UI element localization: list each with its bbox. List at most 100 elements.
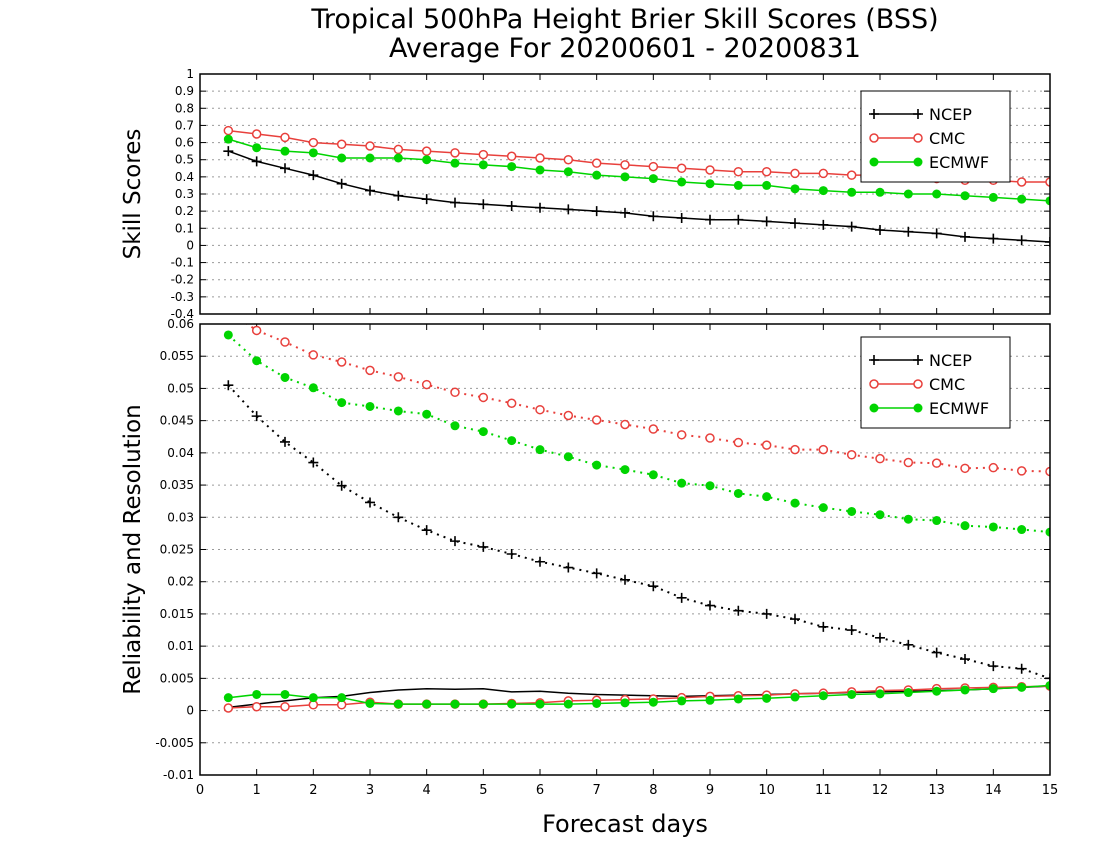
ncep-resolution-point	[223, 380, 234, 391]
y-tick-label: 0.8	[175, 101, 194, 115]
ecmwf-reliability-point	[535, 699, 545, 709]
ecmwf-resolution-point	[280, 372, 290, 382]
ecmwf-resolution-point	[365, 401, 375, 411]
ecmwf-reliability-point	[790, 692, 800, 702]
cmc-point	[535, 153, 545, 163]
cmc-resolution-point	[251, 325, 262, 336]
x-tick-label: 8	[649, 783, 657, 798]
ncep-resolution-point	[308, 457, 319, 468]
ncep-resolution-point	[1016, 663, 1027, 674]
ecmwf-resolution-point	[960, 521, 970, 531]
cmc-resolution-point	[960, 463, 970, 474]
ecmwf-point	[762, 180, 772, 190]
ecmwf-resolution-point	[478, 427, 488, 437]
ecmwf-point	[507, 162, 517, 172]
ecmwf-reliability-point	[762, 693, 772, 703]
legend-label-cmc: CMC	[929, 129, 965, 148]
cmc-resolution-point	[421, 379, 432, 390]
ncep-point	[223, 146, 234, 157]
y-tick-label: 0.015	[160, 607, 194, 621]
cmc-resolution-point	[733, 437, 744, 448]
ncep-point	[563, 204, 574, 215]
y-tick-label: 0.1	[175, 221, 194, 235]
cmc-point	[620, 160, 630, 170]
ecmwf-reliability-point	[733, 694, 743, 704]
ecmwf-point	[1045, 196, 1050, 206]
y-tick-label: 0.035	[160, 478, 194, 492]
ecmwf-point	[677, 177, 687, 187]
ecmwf-resolution-point	[790, 498, 800, 508]
plot-frame	[199, 73, 1051, 315]
legend-marker-ecmwf	[869, 403, 879, 413]
legend-marker-cmc	[913, 133, 923, 143]
plot-area	[223, 324, 1050, 713]
ncep-resolution-point	[280, 436, 290, 447]
cmc-point	[393, 144, 404, 155]
x-tick-label: 11	[815, 783, 832, 798]
ecmwf-reliability-point	[847, 689, 857, 699]
y-tick-label: 0.01	[167, 639, 194, 653]
ecmwf-point	[365, 153, 375, 163]
ecmwf-point	[818, 186, 828, 196]
y-tick-label: -0.01	[163, 768, 194, 782]
y-tick-label: 0.3	[175, 187, 194, 201]
cmc-point	[1045, 177, 1050, 187]
y-tick-label: 0.025	[160, 543, 194, 557]
ecmwf-reliability-point	[932, 686, 942, 696]
ncep-point	[1045, 237, 1050, 247]
ncep-resolution-point	[478, 541, 489, 552]
ecmwf-point	[932, 189, 942, 199]
x-tick-label: 6	[536, 783, 544, 798]
ncep-point	[251, 156, 262, 167]
y-tick-label: -0.005	[155, 736, 194, 750]
ncep-resolution-point	[393, 512, 404, 523]
ecmwf-point	[705, 179, 715, 189]
ecmwf-resolution-point	[422, 409, 432, 419]
ncep-point	[1016, 235, 1027, 246]
ncep-point	[620, 207, 630, 218]
ncep-resolution-point	[676, 592, 687, 603]
cmc-resolution-point	[308, 350, 319, 360]
ncep-point	[336, 178, 347, 189]
ecmwf-line	[228, 138, 1050, 202]
y-tick-label: 1	[186, 67, 194, 81]
ecmwf-resolution-point	[903, 514, 913, 524]
cmc-resolution-point	[365, 365, 375, 376]
legend-label-ecmwf: ECMWF	[929, 153, 989, 172]
y-tick-label: -0.3	[171, 290, 194, 304]
cmc-point	[1016, 177, 1027, 187]
ncep-point	[591, 206, 602, 217]
cmc-point	[818, 168, 829, 179]
ecmwf-point	[875, 187, 885, 197]
ecmwf-point	[648, 174, 658, 184]
legend-marker-ncep	[869, 109, 879, 119]
ecmwf-point	[733, 180, 743, 190]
ecmwf-reliability-point	[252, 689, 262, 699]
ncep-point	[393, 190, 404, 201]
ecmwf-resolution-point	[1017, 525, 1027, 535]
ecmwf-reliability-point	[875, 689, 885, 699]
y-tick-label: 0	[186, 704, 194, 718]
ecmwf-point	[563, 167, 573, 177]
cmc-point	[251, 129, 262, 139]
x-tick-label: 5	[479, 783, 487, 798]
cmc-resolution-point	[931, 458, 942, 468]
ncep-resolution-line	[227, 384, 1050, 680]
ncep-reliability-line	[228, 685, 1050, 709]
ecmwf-point	[422, 155, 432, 165]
ncep-point	[875, 225, 885, 235]
ecmwf-resolution-point	[677, 478, 687, 488]
x-tick-label: 3	[366, 783, 374, 798]
y-tick-label: 0.04	[167, 446, 194, 460]
ncep-point	[761, 216, 772, 227]
legend-label-cmc: CMC	[929, 375, 965, 394]
cmc-point	[705, 165, 715, 175]
ecmwf-reliability-point	[393, 699, 403, 709]
ecmwf-resolution-point	[223, 330, 233, 340]
ecmwf-reliability-point	[592, 698, 602, 708]
ecmwf-resolution-point	[932, 516, 942, 526]
cmc-point	[478, 149, 489, 160]
cmc-resolution-point	[705, 433, 715, 443]
ecmwf-reliability-point	[705, 695, 715, 705]
